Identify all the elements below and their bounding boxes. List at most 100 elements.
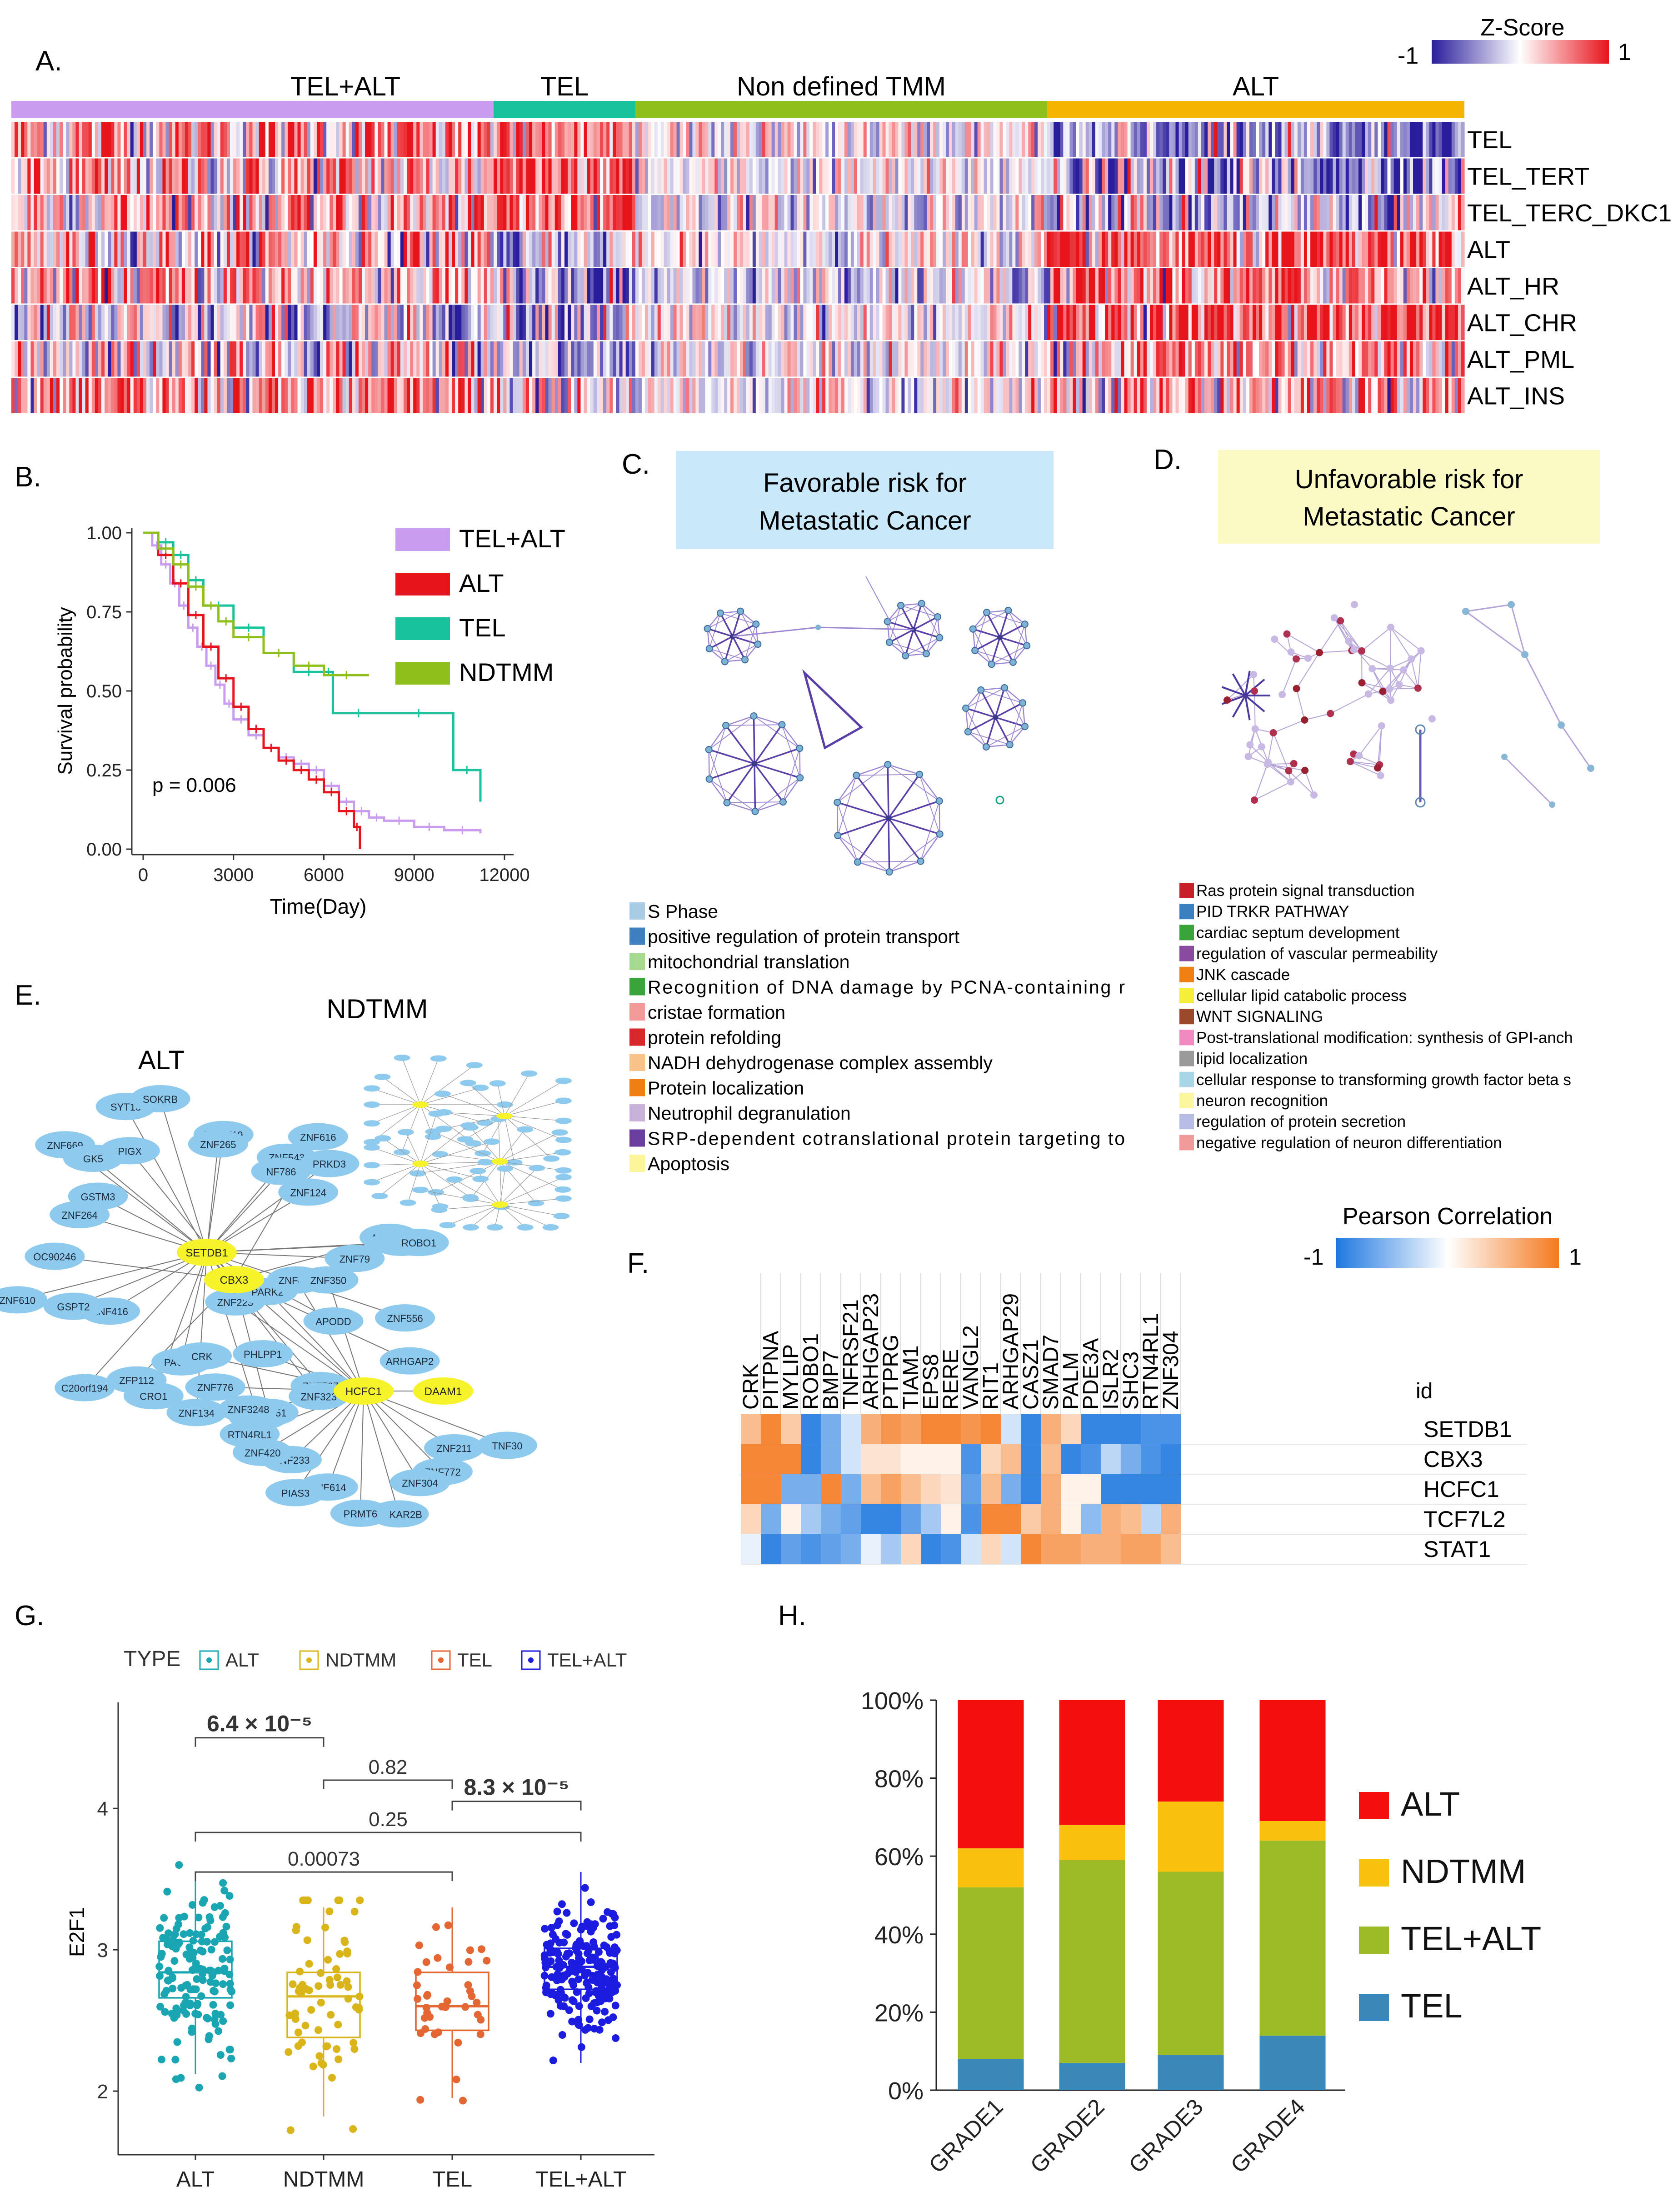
heatmap-a-cell	[105, 231, 108, 267]
mini-hub-node	[496, 1113, 513, 1119]
heatmap-a-cell	[657, 158, 661, 194]
heatmap-a-cell	[554, 341, 559, 377]
heatmap-a-cell	[564, 268, 568, 304]
heatmap-a-cell	[195, 122, 198, 157]
heatmap-a-cell	[1409, 231, 1413, 267]
heatmap-a-cell	[525, 305, 529, 340]
heatmap-a-cell	[439, 305, 443, 340]
heatmap-a-cell	[813, 378, 816, 413]
heatmap-a-cell	[898, 341, 902, 377]
heatmap-a-cell	[987, 305, 991, 340]
heatmap-a-cell	[606, 195, 610, 230]
heatmap-a-cell	[1352, 378, 1356, 413]
heatmap-a-cell	[262, 268, 266, 304]
heatmap-a-cell	[34, 122, 38, 157]
heatmap-a-cell	[1432, 122, 1436, 157]
heatmap-a-cell	[165, 378, 170, 413]
heatmap-a-cell	[233, 158, 237, 194]
heatmap-a-cell	[1224, 195, 1228, 230]
heatmap-a-cell	[806, 378, 810, 413]
heatmap-a-cell	[1076, 122, 1080, 157]
network-node	[750, 712, 758, 720]
edge	[363, 1391, 443, 1472]
heatmap-a-cell	[829, 268, 832, 304]
heatmap-a-cell	[968, 341, 972, 377]
heatmap-a-cell	[699, 158, 702, 194]
heatmap-a-cell	[885, 158, 889, 194]
heatmap-a-cell	[1256, 341, 1259, 377]
heatmap-a-cell	[484, 195, 488, 230]
heatmap-f-cell	[781, 1414, 801, 1444]
heatmap-a-cell	[1355, 268, 1359, 304]
heatmap-a-cell	[587, 378, 591, 413]
heatmap-a-cell	[345, 305, 350, 340]
heatmap-a-cell	[739, 341, 744, 377]
heatmap-a-cell	[1268, 158, 1272, 194]
heatmap-f-cell	[921, 1534, 941, 1564]
heatmap-a-cell	[945, 195, 949, 230]
edge	[856, 764, 888, 776]
heatmap-a-cell	[143, 158, 147, 194]
heatmap-a-cell	[800, 195, 804, 230]
heatmap-a-cell	[1121, 195, 1125, 230]
heatmap-a-cell	[759, 158, 763, 194]
heatmap-a-cell	[590, 158, 594, 194]
heatmap-a-cell	[1438, 378, 1443, 413]
heatmap-a-cell	[847, 231, 851, 267]
edge	[1372, 668, 1392, 701]
heatmap-a-cell	[159, 195, 163, 230]
heatmap-a-cell	[1114, 341, 1118, 377]
heatmap-a-cell	[195, 268, 198, 304]
heatmap-a-cell	[644, 341, 649, 377]
heatmap-a-cell	[1063, 122, 1067, 157]
heatmap-a-cell	[1384, 268, 1388, 304]
heatmap-a-cell	[629, 341, 633, 377]
heatmap-a-cell	[181, 122, 185, 157]
heatmap-a-cell	[1220, 122, 1224, 157]
heatmap-a-cell	[323, 158, 327, 194]
heatmap-a-cell	[1194, 158, 1199, 194]
heatmap-a-cell	[1333, 158, 1337, 194]
heatmap-a-cell	[1019, 231, 1022, 267]
heatmap-a-cell	[885, 195, 889, 230]
heatmap-a-cell	[1217, 195, 1221, 230]
heatmap-a-cell	[214, 231, 218, 267]
network-node	[1301, 766, 1309, 774]
heatmap-a-cell	[1198, 378, 1202, 413]
heatmap-a-cell	[150, 158, 153, 194]
heatmap-a-cell	[1272, 305, 1275, 340]
heatmap-a-cell	[787, 268, 791, 304]
heatmap-a-cell	[1262, 122, 1266, 157]
heatmap-a-cell	[1265, 158, 1269, 194]
km-censor-mark	[354, 709, 363, 717]
heatmap-a-cell	[416, 378, 420, 413]
heatmap-a-cell	[82, 268, 86, 304]
heatmap-a-cell	[829, 378, 832, 413]
heatmap-a-cell	[220, 341, 224, 377]
heatmap-a-cell	[1224, 231, 1228, 267]
km-censor-mark	[207, 601, 215, 610]
box-point-1	[286, 2126, 295, 2134]
heatmap-a-cell	[307, 305, 311, 340]
box-point-1	[336, 1950, 344, 1958]
heatmap-a-cell	[1307, 378, 1311, 413]
heatmap-a-cell	[40, 231, 44, 267]
heatmap-a-cell	[679, 305, 684, 340]
heatmap-a-cell	[1009, 122, 1013, 157]
network-node	[751, 807, 759, 815]
heatmap-a-cell	[879, 305, 883, 340]
network-node	[1508, 601, 1515, 608]
pearson-legend-title: Pearson Correlation	[1343, 1203, 1553, 1230]
heatmap-a-cell	[169, 231, 173, 267]
heatmap-a-cell	[162, 195, 166, 230]
heatmap-a-cell	[313, 122, 317, 157]
heatmap-a-cell	[461, 378, 465, 413]
heatmap-a-cell	[1085, 158, 1089, 194]
heatmap-a-cell	[1163, 122, 1166, 157]
heatmap-a-cell	[124, 378, 128, 413]
heatmap-a-cell	[911, 268, 914, 304]
heatmap-a-cell	[1015, 231, 1019, 267]
heatmap-a-cell	[506, 268, 510, 304]
heatmap-a-cell	[1233, 305, 1237, 340]
heatmap-a-cell	[66, 378, 70, 413]
